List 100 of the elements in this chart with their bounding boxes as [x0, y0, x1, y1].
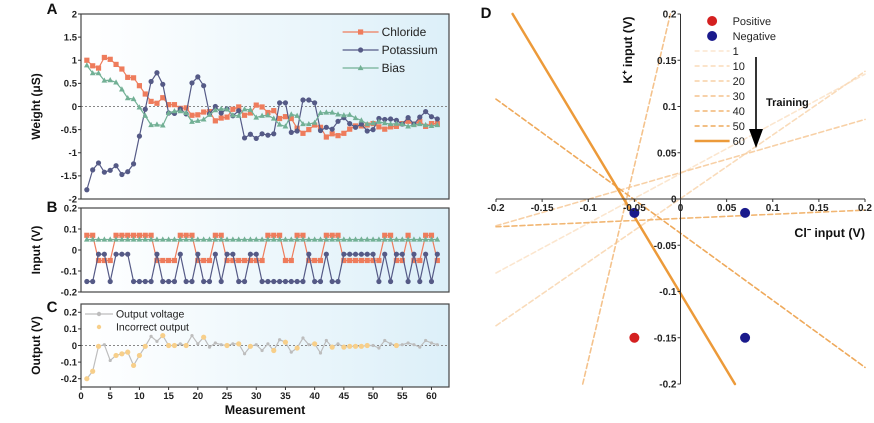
x-tick-label: 0.15 — [809, 203, 830, 214]
point — [260, 348, 264, 352]
legend-label: Positive — [732, 16, 772, 28]
y-tick-label: 1.5 — [64, 32, 78, 44]
legend-label: Output voltage — [116, 308, 184, 321]
y-tick-label: -1 — [68, 148, 78, 160]
legend-label: Potassium — [382, 43, 438, 58]
x-axis-title: Cl⁻ input (V) — [794, 226, 865, 240]
y-axis-title: Weight (μS) — [29, 73, 43, 140]
y-tick-label: 0.1 — [64, 224, 78, 236]
x-tick-label: 60 — [426, 391, 437, 402]
point — [424, 338, 428, 342]
point — [324, 338, 328, 342]
y-tick-label: 0 — [72, 340, 77, 352]
point — [336, 342, 340, 346]
point — [406, 341, 410, 345]
legend-label: 20 — [732, 76, 745, 88]
y-tick-label: -0.05 — [654, 240, 677, 252]
legend-label: 40 — [732, 106, 745, 118]
y-tick-label: -0.2 — [60, 287, 77, 298]
text: A — [46, 1, 58, 18]
y-tick-label: 0.05 — [657, 148, 677, 160]
y-tick-label: -0.1 — [60, 357, 78, 368]
point — [102, 343, 106, 346]
x-tick-label: 45 — [338, 391, 350, 402]
text: B — [46, 199, 58, 216]
x-tick-label: 25 — [222, 391, 234, 402]
y-tick-label: -0.2 — [60, 374, 77, 386]
point — [388, 342, 392, 346]
point — [196, 342, 200, 346]
x-tick-label: 10 — [134, 391, 145, 402]
point — [301, 336, 305, 340]
legend-label: 60 — [732, 136, 745, 148]
point — [266, 342, 270, 346]
point — [400, 343, 404, 346]
text: C — [46, 299, 58, 316]
y-tick-label: 1 — [72, 56, 78, 67]
point — [278, 338, 282, 342]
y-tick-label: -2 — [68, 194, 77, 206]
point — [290, 350, 293, 354]
legend-label: Incorrect output — [116, 322, 190, 334]
x-tick-label: 40 — [309, 391, 320, 402]
point — [430, 341, 434, 345]
y-tick-label: -0.15 — [654, 333, 677, 344]
y-tick-label: -0.1 — [60, 266, 78, 278]
legend-label: 30 — [732, 90, 745, 103]
point — [231, 342, 234, 346]
y-tick-label: -0.2 — [659, 380, 677, 390]
legend-label: 10 — [732, 60, 745, 73]
y-tick-label: 0.1 — [64, 324, 78, 336]
point — [412, 343, 416, 346]
point — [178, 342, 182, 346]
x-tick-label: 55 — [396, 391, 408, 402]
point — [383, 338, 386, 342]
x-tick-label: -0.1 — [580, 203, 598, 214]
y-axis-title: K⁺ input (V) — [621, 16, 635, 84]
legend-label: Chloride — [382, 25, 427, 40]
x-tick-label: 30 — [250, 391, 262, 402]
y-tick-label: 0.2 — [662, 10, 677, 20]
y-tick-label: 0.1 — [662, 102, 677, 113]
y-tick-label: 0 — [72, 102, 77, 113]
point — [418, 346, 422, 349]
x-axis-title: Measurement — [224, 403, 306, 417]
y-tick-label: 0.2 — [64, 308, 77, 319]
point — [149, 334, 153, 338]
point — [377, 346, 381, 350]
point — [254, 343, 258, 346]
point — [307, 343, 310, 346]
point — [318, 351, 322, 355]
y-tick-label: 2 — [72, 9, 77, 20]
y-tick-label: 0.5 — [64, 78, 78, 90]
point — [214, 341, 217, 345]
point — [371, 344, 375, 348]
legend-label: 1 — [732, 46, 739, 58]
x-tick-label: 0.1 — [766, 203, 780, 214]
legend-label: Bias — [382, 61, 405, 76]
y-axis-title: Input (V) — [29, 226, 43, 274]
x-tick-label: 15 — [163, 391, 175, 402]
legend-label: 50 — [732, 120, 745, 133]
x-tick-label: 35 — [280, 391, 292, 402]
x-tick-label: 50 — [368, 391, 378, 402]
x-tick-label: -0.15 — [530, 203, 554, 214]
text: D — [480, 5, 492, 22]
y-axis-title: Output (V) — [29, 316, 43, 375]
annotation: Training — [766, 97, 809, 109]
point — [108, 358, 112, 362]
x-tick-label: 20 — [192, 391, 204, 402]
x-tick-label: 5 — [108, 391, 114, 402]
point — [436, 343, 439, 346]
x-tick-label: -0.2 — [487, 203, 506, 214]
point — [220, 343, 223, 346]
point — [242, 352, 246, 356]
y-tick-label: -1.5 — [60, 171, 78, 182]
x-tick-label: 0.2 — [858, 203, 872, 214]
x-tick-label: 0.05 — [716, 203, 737, 214]
point — [190, 334, 194, 338]
point — [208, 346, 212, 349]
y-tick-label: -0.5 — [60, 124, 78, 136]
legend-label: Negative — [732, 30, 776, 43]
y-tick-label: 0.15 — [657, 56, 677, 67]
